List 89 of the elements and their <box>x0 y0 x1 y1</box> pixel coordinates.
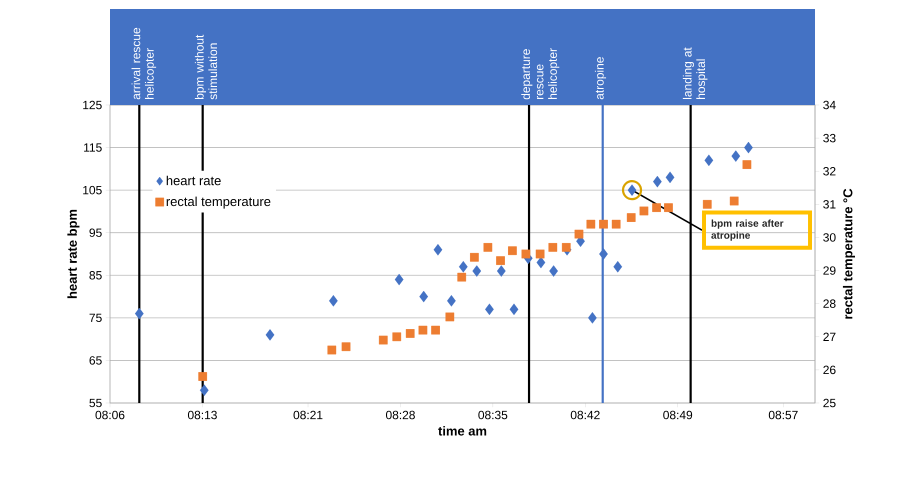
y2-tick-label: 31 <box>823 200 836 209</box>
point <box>200 384 209 396</box>
point <box>483 242 492 252</box>
y-tick-label: 75 <box>90 314 102 322</box>
point <box>470 252 479 262</box>
y-tick-label: 115 <box>84 143 102 152</box>
point <box>536 256 546 268</box>
x-tick-label: 08:57 <box>768 410 798 420</box>
point <box>508 246 517 256</box>
point <box>666 172 674 184</box>
point <box>548 242 558 252</box>
point <box>599 248 608 260</box>
point <box>613 260 622 273</box>
point <box>652 176 662 188</box>
point <box>626 213 636 222</box>
annotation: bpm raise after atropine <box>711 220 784 241</box>
point <box>664 203 673 212</box>
ref-line-label: landing at hospital <box>682 47 708 99</box>
point <box>586 220 596 229</box>
point <box>640 206 648 216</box>
x-tick-label: 08:06 <box>96 410 124 420</box>
point <box>702 200 712 209</box>
point <box>742 160 752 169</box>
point <box>730 196 739 206</box>
y-tick-label: 55 <box>89 398 102 408</box>
legend-label: heart rate <box>166 176 221 186</box>
point <box>485 304 494 316</box>
y2-tick-label: 33 <box>823 134 836 142</box>
point <box>458 260 468 273</box>
point <box>198 372 208 381</box>
point <box>536 250 545 258</box>
legend-label: rectal temperature <box>166 196 270 209</box>
point <box>652 203 661 212</box>
point <box>431 326 440 335</box>
y2-tick-label: 30 <box>823 233 836 242</box>
y-tick-label: 85 <box>89 271 102 280</box>
point <box>510 304 518 316</box>
point <box>612 220 621 229</box>
y2-tick-label: 26 <box>823 366 836 374</box>
point <box>744 142 753 154</box>
point <box>562 242 571 252</box>
y-axis-title: heart rate bpm <box>67 210 80 298</box>
point <box>419 290 428 302</box>
point <box>406 329 415 338</box>
y-tick-label: 95 <box>89 228 102 237</box>
point <box>392 332 402 342</box>
point <box>447 295 456 307</box>
y2-tick-label: 25 <box>823 398 836 408</box>
point <box>496 265 506 277</box>
y2-tick-label: 27 <box>823 332 836 341</box>
y2-tick-label: 34 <box>823 100 836 110</box>
point <box>418 326 428 335</box>
point <box>445 312 454 322</box>
ref-line-label: atropine <box>594 57 606 100</box>
y2-tick-label: 32 <box>823 166 836 176</box>
ref-line-label: arrival rescue helicopter <box>132 28 156 100</box>
y2-axis-title: rectal temperature °C <box>842 188 855 319</box>
point <box>496 256 505 266</box>
point <box>266 329 274 341</box>
y-tick-label: 105 <box>83 186 102 194</box>
point <box>472 265 482 277</box>
y-tick-label: 125 <box>83 100 102 110</box>
ref-line-label: departure rescue helicopter <box>521 48 560 100</box>
x-tick-label: 08:13 <box>188 410 217 420</box>
point <box>588 312 597 324</box>
point <box>394 274 404 286</box>
y-tick-label: 65 <box>90 356 102 365</box>
point <box>457 272 466 282</box>
x-tick-label: 08:28 <box>386 410 415 420</box>
x-axis-title: time am <box>438 426 486 436</box>
x-tick-label: 08:35 <box>478 410 508 420</box>
y2-tick-label: 29 <box>823 266 836 275</box>
x-tick-label: 08:42 <box>570 410 600 420</box>
point <box>134 308 144 320</box>
point <box>434 244 442 256</box>
x-tick-label: 08:49 <box>663 410 692 420</box>
point <box>599 220 608 229</box>
ref-line-label: bpm without stimulation <box>194 34 218 100</box>
x-tick-label: 08:21 <box>294 410 322 420</box>
point <box>704 154 714 166</box>
point <box>378 336 388 344</box>
point <box>327 346 336 354</box>
point <box>521 250 530 258</box>
point <box>329 295 338 307</box>
point <box>574 230 584 239</box>
point <box>731 150 740 162</box>
point <box>549 265 558 277</box>
y2-tick-label: 28 <box>823 299 836 308</box>
point <box>342 342 350 352</box>
